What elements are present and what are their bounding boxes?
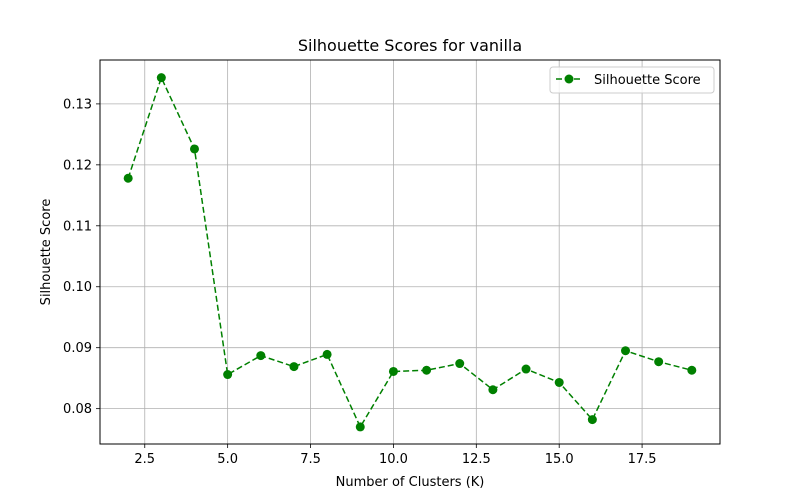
data-point <box>355 422 365 432</box>
grid <box>100 60 720 444</box>
x-tick-label: 15.0 <box>545 452 574 467</box>
y-axis: 0.08 0.09 0.10 0.11 0.12 0.13 <box>63 97 100 417</box>
x-axis: 2.5 5.0 7.5 10.0 12.5 15.0 17.5 <box>134 444 657 467</box>
data-point <box>521 364 531 374</box>
data-point <box>256 351 266 361</box>
x-tick-label: 7.5 <box>300 452 321 467</box>
data-point <box>654 357 664 367</box>
y-tick-label: 0.12 <box>63 158 92 173</box>
data-point <box>554 377 564 387</box>
data-point <box>289 362 299 372</box>
legend-box <box>549 66 715 94</box>
data-point <box>621 346 631 356</box>
data-point <box>455 359 465 369</box>
data-point <box>687 365 697 375</box>
y-tick-label: 0.08 <box>63 402 92 417</box>
x-tick-label: 12.5 <box>462 452 491 467</box>
x-tick-label: 10.0 <box>379 452 408 467</box>
x-tick-label: 17.5 <box>628 452 657 467</box>
series-layer <box>123 73 697 432</box>
legend-entry-silhouette-score: Silhouette Score <box>594 73 701 88</box>
x-axis-label: Number of Clusters (K) <box>336 475 485 490</box>
data-point <box>587 415 597 425</box>
y-tick-label: 0.09 <box>63 341 92 356</box>
y-tick-label: 0.11 <box>63 219 92 234</box>
data-point <box>488 385 498 395</box>
data-point <box>388 366 398 376</box>
data-point <box>123 173 133 183</box>
data-point <box>189 144 199 154</box>
plot-area <box>99 59 721 445</box>
y-tick-label: 0.13 <box>63 97 92 112</box>
legend-marker <box>564 74 574 84</box>
data-point <box>322 349 332 359</box>
x-tick-label: 2.5 <box>134 452 155 467</box>
data-point <box>223 370 233 380</box>
series-line <box>127 75 693 429</box>
x-tick-label: 5.0 <box>217 452 238 467</box>
data-point <box>156 73 166 83</box>
chart-title: Silhouette Scores for vanilla <box>298 36 522 55</box>
legend: Silhouette Score <box>549 66 715 94</box>
data-point <box>422 365 432 375</box>
y-axis-label: Silhouette Score <box>39 199 54 306</box>
y-tick-label: 0.10 <box>63 280 92 295</box>
